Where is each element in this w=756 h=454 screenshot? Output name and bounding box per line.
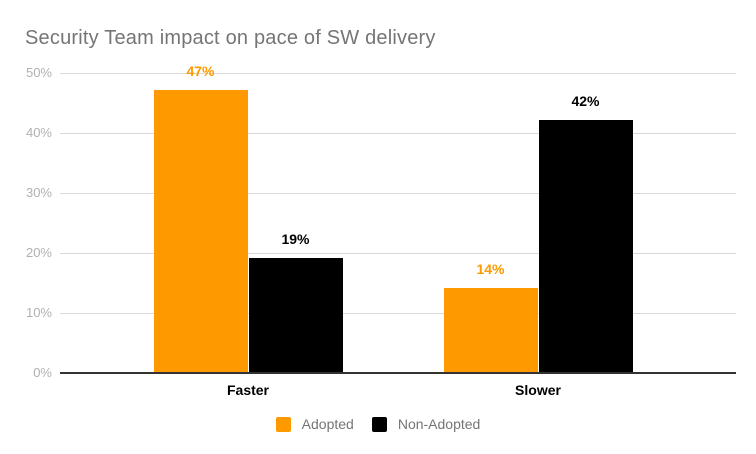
gridline — [60, 133, 736, 134]
x-axis-category-label: Faster — [226, 382, 270, 398]
bar-non-adopted-faster[interactable] — [248, 258, 343, 372]
y-axis-tick-label: 20% — [25, 245, 52, 260]
bar-adopted-slower[interactable] — [443, 288, 538, 372]
gridline — [60, 313, 736, 314]
gridline — [60, 73, 736, 74]
y-axis-tick-label: 40% — [25, 125, 52, 140]
legend-label: Adopted — [301, 416, 354, 432]
bar-adopted-faster[interactable] — [153, 90, 248, 372]
y-axis-tick-label: 0% — [33, 365, 52, 380]
legend-item-non-adopted[interactable]: Non-Adopted — [371, 416, 481, 433]
y-axis-tick-label: 50% — [25, 65, 52, 80]
legend-label: Non-Adopted — [397, 416, 481, 432]
x-axis-category-label: Slower — [515, 382, 561, 398]
legend-item-adopted[interactable]: Adopted — [275, 416, 354, 433]
x-axis-baseline — [60, 372, 736, 374]
legend: Adopted Non-Adopted — [0, 416, 756, 433]
bar-value-label: 47% — [186, 63, 215, 79]
chart-title: Security Team impact on pace of SW deliv… — [25, 27, 436, 49]
gridline — [60, 253, 736, 254]
y-axis-tick-label: 30% — [25, 185, 52, 200]
bar-value-label: 19% — [281, 231, 310, 247]
legend-swatch — [275, 417, 291, 432]
legend-swatch — [371, 417, 387, 432]
gridline — [60, 193, 736, 194]
plot-area: 47% 19% 14% 42% — [60, 63, 736, 374]
y-axis-tick-label: 10% — [25, 305, 52, 320]
bar-non-adopted-slower[interactable] — [538, 120, 633, 372]
bar-value-label: 42% — [571, 93, 600, 109]
bar-value-label: 14% — [476, 261, 505, 277]
